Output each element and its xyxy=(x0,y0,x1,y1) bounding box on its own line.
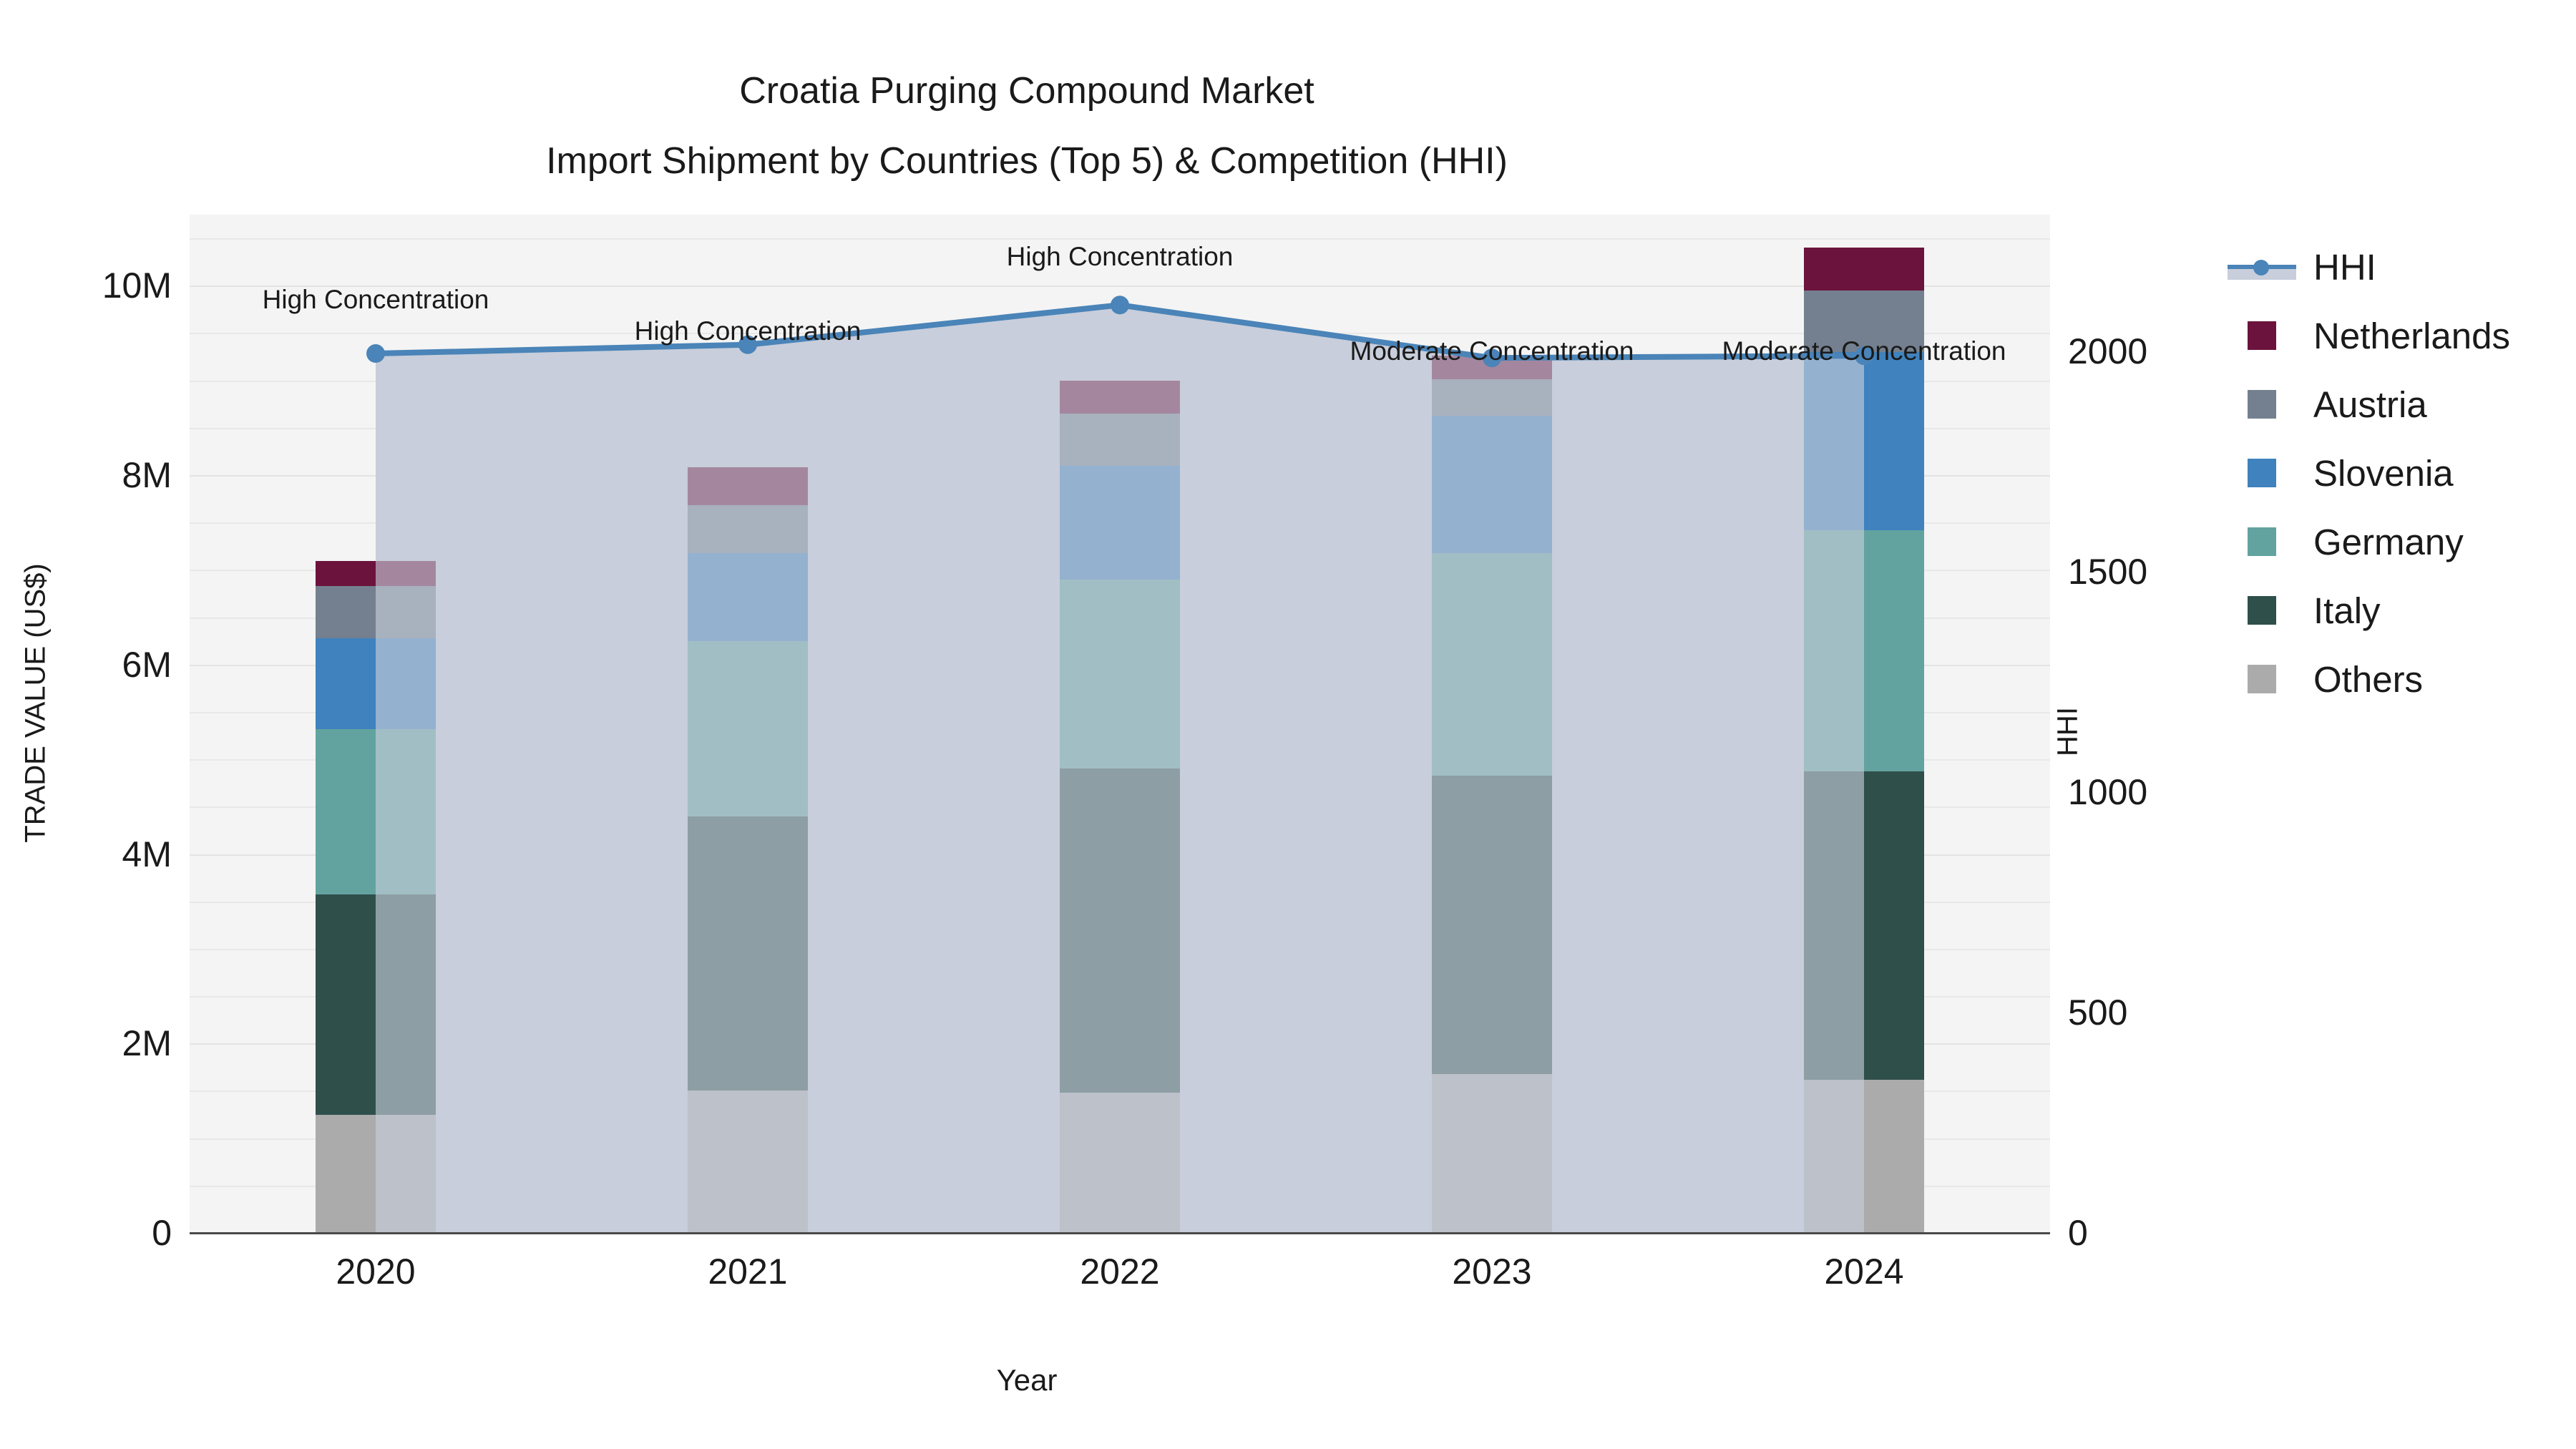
x-axis-line xyxy=(190,1232,2050,1234)
chart-legend: HHI Netherlands Austria Slovenia Germany Ital… xyxy=(2207,233,2565,713)
legend-label: Austria xyxy=(2313,384,2427,425)
bar-segment-italy-2023[interactable] xyxy=(1432,775,1552,1074)
bar-segment-germany-2024[interactable] xyxy=(1804,530,1924,772)
gridline xyxy=(190,333,2050,335)
legend-label: Germany xyxy=(2313,521,2464,562)
legend-item-others[interactable]: Others xyxy=(2207,645,2565,713)
annotation-2022: High Concentration xyxy=(1006,242,1234,271)
bar-segment-netherlands-2020[interactable] xyxy=(316,561,436,586)
chart-subtitle: Import Shipment by Countries (Top 5) & C… xyxy=(546,140,1508,182)
legend-swatch-icon xyxy=(2248,596,2276,625)
legend-label: Italy xyxy=(2313,590,2381,631)
legend-swatch-icon xyxy=(2248,321,2276,350)
hhi-marker-2022[interactable] xyxy=(1111,296,1129,315)
bar-segment-italy-2022[interactable] xyxy=(1060,769,1180,1093)
x-tick-2023: 2023 xyxy=(1452,1252,1532,1292)
y-tick-right: 1500 xyxy=(2068,551,2148,592)
bar-segment-others-2024[interactable] xyxy=(1804,1079,1924,1233)
bar-segment-germany-2021[interactable] xyxy=(688,640,808,816)
bar-segment-slovenia-2024[interactable] xyxy=(1804,351,1924,530)
y-tick-left: 0 xyxy=(152,1213,172,1253)
y-tick-left: 8M xyxy=(122,455,172,496)
y-tick-right: 1000 xyxy=(2068,771,2148,812)
x-tick-2020: 2020 xyxy=(336,1252,416,1292)
bar-segment-italy-2024[interactable] xyxy=(1804,771,1924,1080)
bar-stack-2020[interactable] xyxy=(316,561,436,1233)
y-tick-left: 6M xyxy=(122,644,172,685)
y-tick-left: 2M xyxy=(122,1023,172,1064)
legend-item-hhi[interactable]: HHI xyxy=(2207,233,2565,301)
legend-item-germany[interactable]: Germany xyxy=(2207,507,2565,576)
bar-segment-germany-2020[interactable] xyxy=(316,728,436,895)
bar-stack-2022[interactable] xyxy=(1060,380,1180,1233)
bar-segment-italy-2021[interactable] xyxy=(688,816,808,1091)
gridline xyxy=(190,238,2050,240)
bar-segment-slovenia-2023[interactable] xyxy=(1432,415,1552,553)
y-tick-right: 500 xyxy=(2068,992,2128,1033)
bar-segment-others-2022[interactable] xyxy=(1060,1093,1180,1233)
legend-swatch-icon xyxy=(2248,527,2276,556)
legend-line-icon xyxy=(2228,253,2296,281)
y-tick-right: 0 xyxy=(2068,1213,2088,1253)
legend-swatch-icon xyxy=(2248,459,2276,487)
y-tick-left: 10M xyxy=(102,265,172,306)
bar-segment-slovenia-2022[interactable] xyxy=(1060,465,1180,580)
x-axis-label: Year xyxy=(996,1363,1058,1397)
legend-label: HHI xyxy=(2313,246,2376,288)
plot-area xyxy=(190,215,2050,1234)
legend-swatch-icon xyxy=(2248,665,2276,693)
legend-item-netherlands[interactable]: Netherlands xyxy=(2207,301,2565,370)
legend-item-austria[interactable]: Austria xyxy=(2207,370,2565,439)
bar-segment-others-2023[interactable] xyxy=(1432,1073,1552,1233)
bar-segment-others-2021[interactable] xyxy=(688,1091,808,1233)
bar-segment-slovenia-2021[interactable] xyxy=(688,552,808,641)
bar-segment-netherlands-2021[interactable] xyxy=(688,467,808,506)
bar-segment-slovenia-2020[interactable] xyxy=(316,638,436,729)
bar-segment-austria-2021[interactable] xyxy=(688,505,808,553)
x-tick-2021: 2021 xyxy=(708,1252,788,1292)
bar-segment-austria-2020[interactable] xyxy=(316,585,436,638)
annotation-2021: High Concentration xyxy=(634,316,862,346)
annotation-2020: High Concentration xyxy=(262,285,489,314)
bar-stack-2024[interactable] xyxy=(1804,248,1924,1233)
bar-segment-italy-2020[interactable] xyxy=(316,894,436,1115)
legend-item-italy[interactable]: Italy xyxy=(2207,576,2565,645)
legend-label: Slovenia xyxy=(2313,452,2454,494)
chart-title-block: Croatia Purging Compound Market Import S… xyxy=(0,56,2054,196)
legend-label: Others xyxy=(2313,658,2424,700)
bar-segment-netherlands-2022[interactable] xyxy=(1060,380,1180,414)
x-tick-2022: 2022 xyxy=(1080,1252,1160,1292)
bar-stack-2023[interactable] xyxy=(1432,356,1552,1233)
legend-swatch-icon xyxy=(2248,390,2276,419)
y-tick-right: 2000 xyxy=(2068,331,2148,371)
y-tick-left: 4M xyxy=(122,834,172,874)
y-axis-left-label: TRADE VALUE (US$) xyxy=(19,563,52,843)
bar-segment-austria-2022[interactable] xyxy=(1060,413,1180,466)
bar-segment-austria-2023[interactable] xyxy=(1432,379,1552,416)
bar-segment-germany-2023[interactable] xyxy=(1432,552,1552,776)
hhi-marker-2020[interactable] xyxy=(366,344,385,364)
annotation-2024: Moderate Concentration xyxy=(1722,336,2006,366)
bar-segment-netherlands-2024[interactable] xyxy=(1804,248,1924,291)
bar-segment-germany-2022[interactable] xyxy=(1060,579,1180,769)
bar-segment-others-2020[interactable] xyxy=(316,1114,436,1233)
legend-label: Netherlands xyxy=(2313,315,2510,356)
annotation-2023: Moderate Concentration xyxy=(1350,336,1634,366)
hhi-line xyxy=(376,305,1864,358)
chart-title: Croatia Purging Compound Market xyxy=(739,70,1314,112)
bar-stack-2021[interactable] xyxy=(688,467,808,1233)
legend-item-slovenia[interactable]: Slovenia xyxy=(2207,439,2565,507)
y-axis-right-label: HHI xyxy=(2051,707,2084,756)
x-tick-2024: 2024 xyxy=(1824,1252,1904,1292)
gridline xyxy=(190,286,2050,288)
